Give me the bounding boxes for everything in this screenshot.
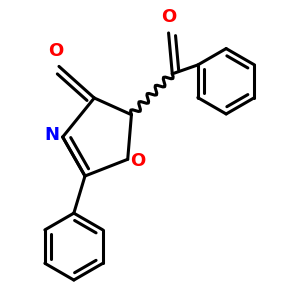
Text: N: N xyxy=(45,126,60,144)
Text: O: O xyxy=(161,8,176,26)
Text: O: O xyxy=(48,42,64,60)
Text: O: O xyxy=(130,152,146,170)
